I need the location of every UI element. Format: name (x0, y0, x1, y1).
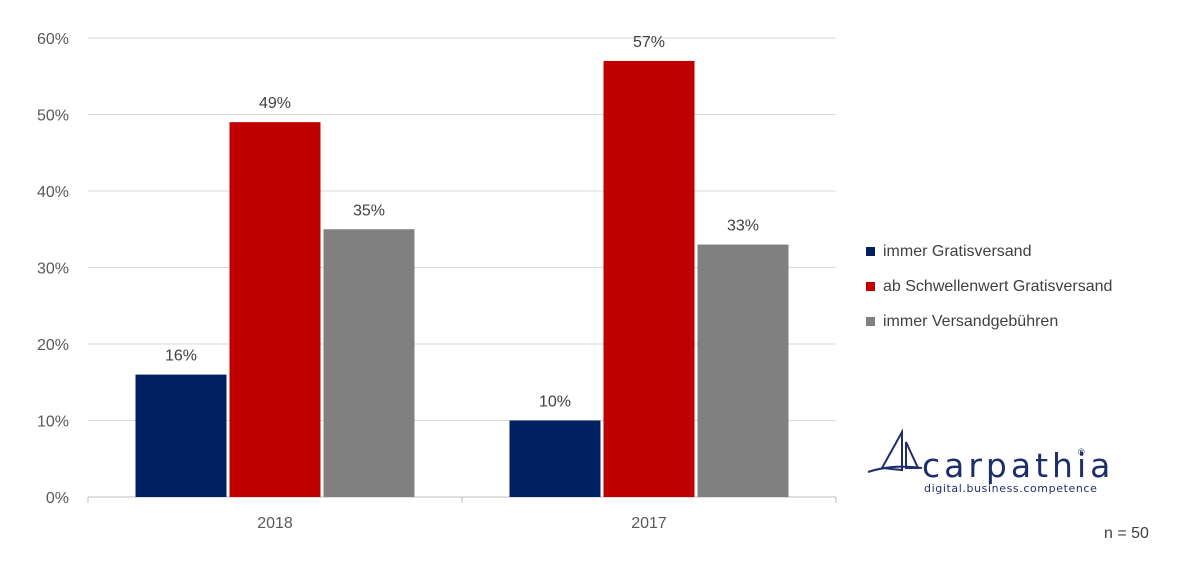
data-label: 57% (633, 34, 665, 51)
y-tick-label: 10% (37, 414, 69, 431)
y-tick-label: 50% (37, 108, 69, 125)
x-tick-label: 2017 (631, 515, 667, 532)
bar (229, 122, 321, 498)
y-tick-label: 0% (46, 490, 69, 507)
bar (509, 420, 601, 497)
data-label: 10% (539, 394, 571, 411)
y-tick-label: 60% (37, 31, 69, 48)
legend: immer Gratisversand ab Schwellenwert Gra… (866, 234, 1112, 339)
legend-label: immer Versandgebühren (883, 312, 1059, 330)
carpathia-logo: carpathia ® digital.business.competence (862, 428, 1110, 498)
bar-chart: 0%10%20%30%40%50%60% 16%49%35%10%57%33% … (37, 31, 837, 532)
legend-swatch (866, 247, 875, 256)
legend-swatch (866, 317, 875, 326)
data-label: 16% (165, 348, 197, 365)
bar (323, 229, 415, 497)
legend-label: immer Gratisversand (883, 242, 1032, 260)
sample-size-note: n = 50 (1104, 525, 1149, 542)
y-tick-label: 20% (37, 337, 69, 354)
data-label: 33% (727, 218, 759, 235)
legend-item: ab Schwellenwert Gratisversand (866, 269, 1112, 304)
logo-tagline: digital.business.competence (924, 482, 1098, 495)
y-tick-label: 40% (37, 184, 69, 201)
x-tick-label: 2018 (257, 515, 293, 532)
x-axis: 2018 2017 (87, 497, 837, 532)
logo-registered-mark: ® (1078, 447, 1085, 457)
bar (697, 244, 789, 497)
legend-swatch (866, 282, 875, 291)
data-labels: 16% 49% 35% 10% 57% 33% (165, 34, 759, 411)
y-tick-label: 30% (37, 261, 69, 278)
legend-label: ab Schwellenwert Gratisversand (883, 277, 1113, 295)
sailboat-logo-icon (867, 428, 923, 473)
legend-item: immer Versandgebühren (866, 304, 1112, 339)
logo-wordmark: carpathia (922, 446, 1115, 485)
data-label: 35% (353, 202, 385, 219)
legend-item: immer Gratisversand (866, 234, 1112, 269)
data-label: 49% (259, 95, 291, 112)
bar (603, 60, 695, 497)
bar (135, 374, 227, 497)
y-axis: 0% 10% 20% 30% 40% 50% 60% (37, 31, 69, 507)
bars (135, 60, 789, 498)
